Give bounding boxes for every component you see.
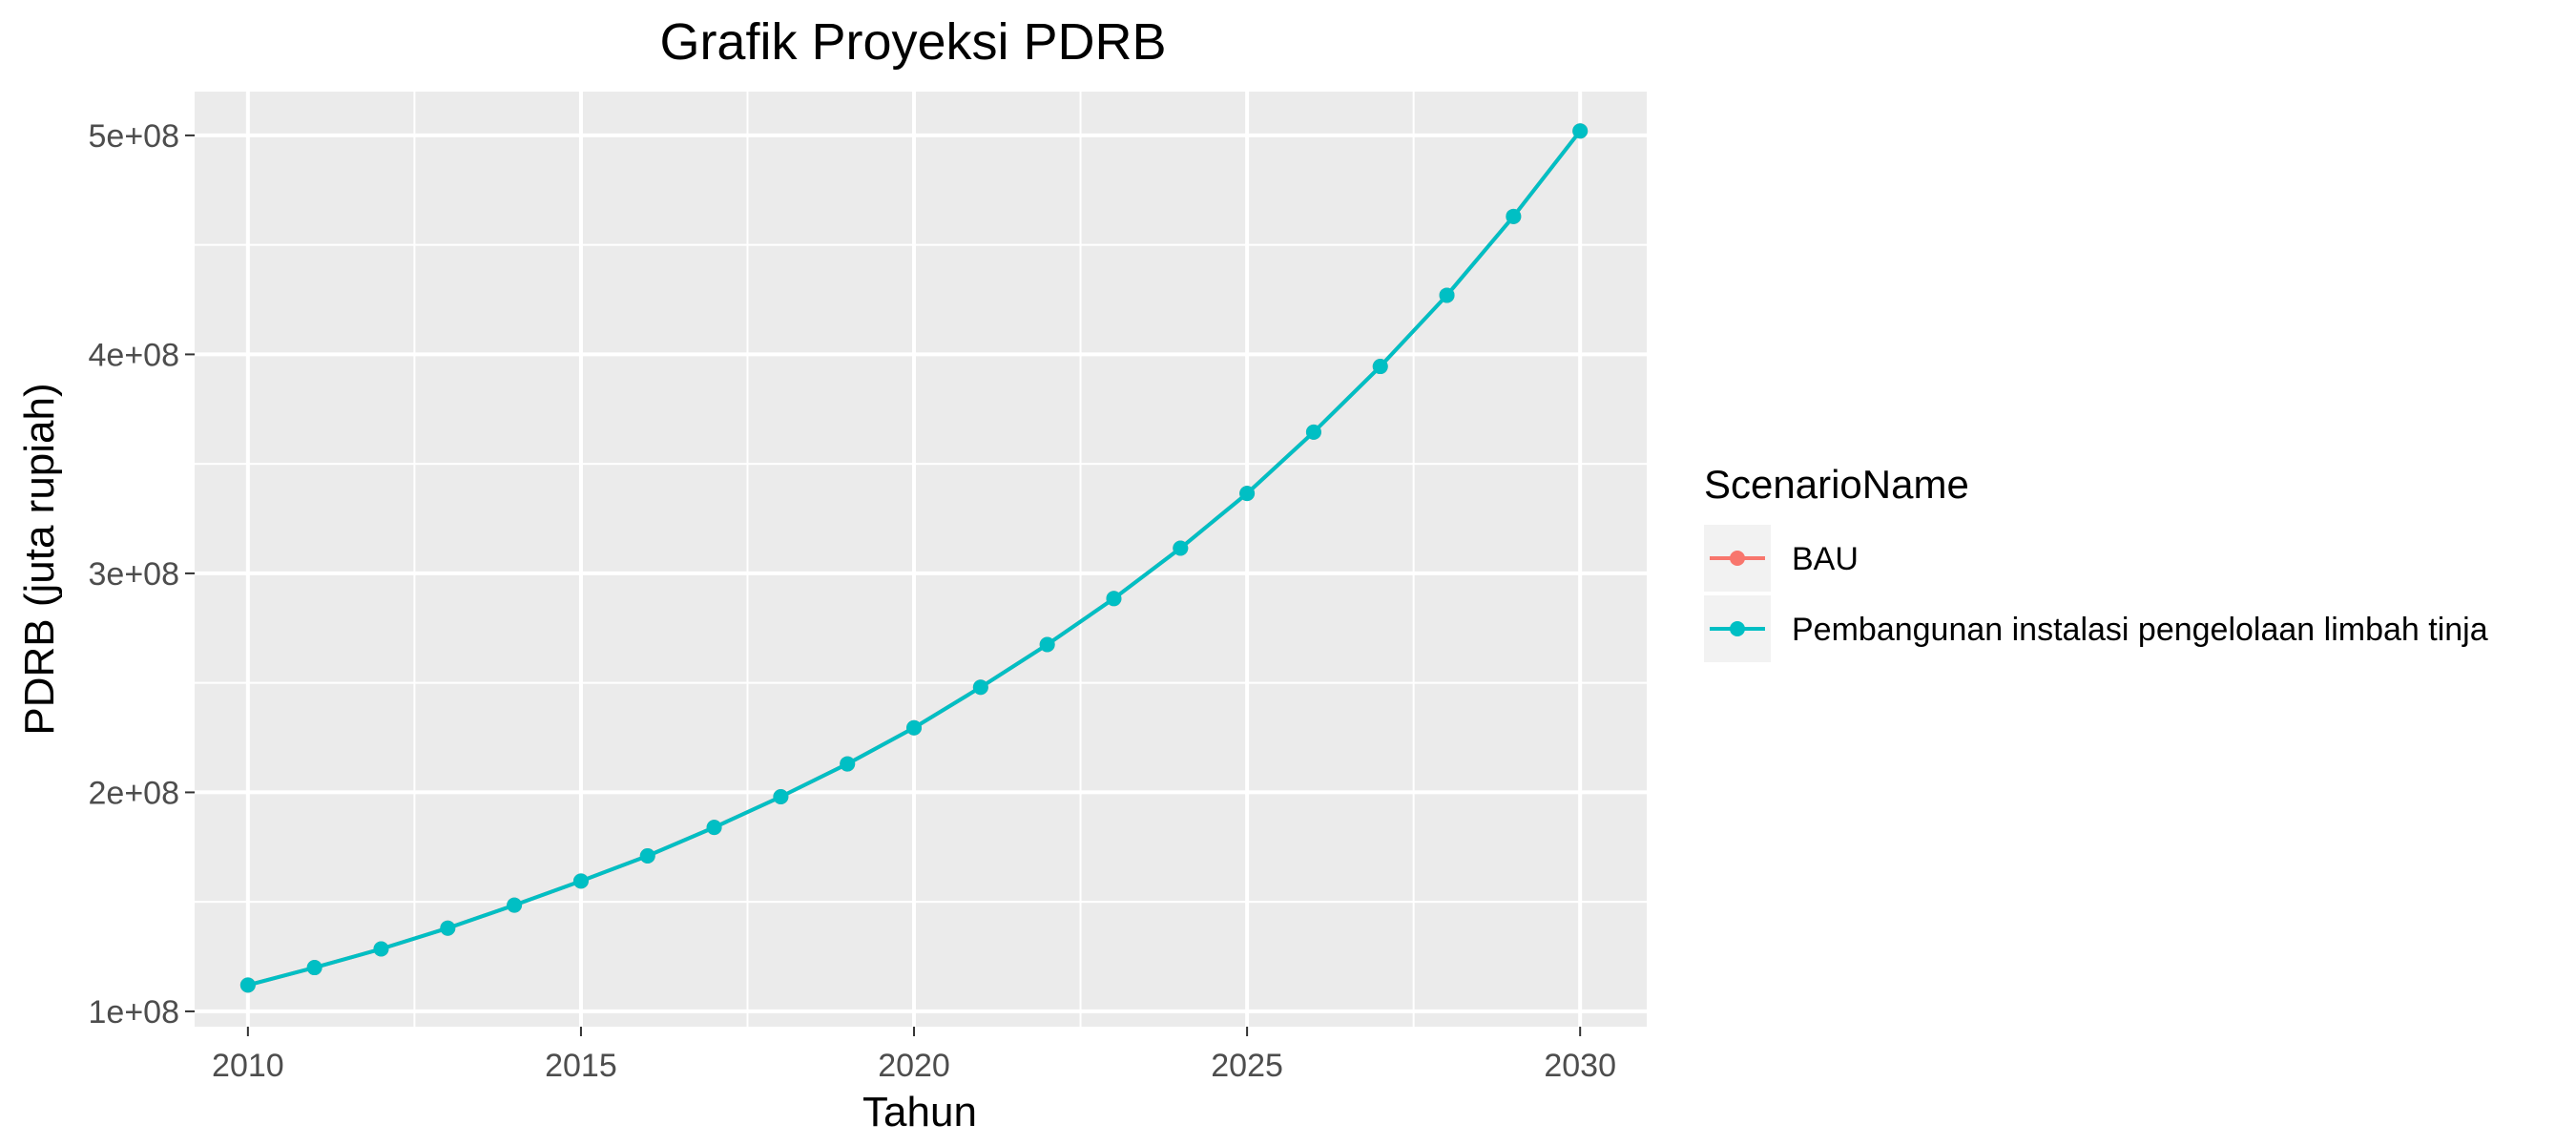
series-layer <box>239 123 1589 993</box>
plot-panel <box>195 92 1647 1027</box>
y-tick-label: 3e+08 <box>89 556 180 593</box>
x-tick-label: 2020 <box>878 1048 950 1084</box>
data-point <box>1506 208 1522 224</box>
legend-title: ScenarioName <box>1704 462 1969 507</box>
data-point <box>440 920 456 936</box>
x-tick-label: 2025 <box>1211 1048 1283 1084</box>
grid-major-lines <box>195 92 1647 1027</box>
y-tick-label: 4e+08 <box>89 337 180 373</box>
legend-item: BAU <box>1704 525 1859 592</box>
legend-item: Pembangunan instalasi pengelolaan limbah… <box>1704 595 2488 662</box>
x-axis: 2010 2015 2020 2025 2030 <box>212 1027 1616 1084</box>
legend-label: BAU <box>1792 541 1859 577</box>
data-point <box>906 719 923 736</box>
legend-label: Pembangunan instalasi pengelolaan limbah… <box>1792 612 2488 648</box>
y-tick-label: 2e+08 <box>89 775 180 811</box>
x-tick-label: 2010 <box>212 1048 284 1084</box>
data-point <box>1106 591 1122 607</box>
y-axis-title: PDRB (juta rupiah) <box>16 383 63 735</box>
x-axis-title: Tahun <box>862 1089 977 1135</box>
data-point <box>1439 287 1455 303</box>
data-point <box>773 789 789 805</box>
legend-key-point <box>1730 551 1745 566</box>
data-point <box>1572 123 1589 139</box>
y-tick-label: 5e+08 <box>89 118 180 155</box>
data-point <box>1372 359 1388 375</box>
data-point <box>840 756 856 772</box>
data-point <box>1173 540 1189 556</box>
series-2 <box>239 123 1589 993</box>
x-tick-label: 2015 <box>545 1048 617 1084</box>
legend: ScenarioName BAU Pembangunan instalasi pe… <box>1704 462 2488 662</box>
data-point <box>706 820 722 836</box>
x-tick-label: 2030 <box>1544 1048 1616 1084</box>
data-point <box>1039 636 1055 653</box>
data-point <box>306 960 322 976</box>
data-point <box>972 679 988 696</box>
grid-minor-lines <box>195 92 1647 1027</box>
y-axis: 1e+08 2e+08 3e+08 4e+08 5e+08 <box>89 118 195 1030</box>
legend-key-point <box>1730 621 1745 636</box>
data-point <box>507 897 523 913</box>
data-point <box>373 941 389 957</box>
data-point <box>1239 486 1256 502</box>
data-point <box>239 977 256 993</box>
data-point <box>1305 424 1321 440</box>
chart-title: Grafik Proyeksi PDRB <box>659 13 1166 71</box>
y-tick-label: 1e+08 <box>89 994 180 1030</box>
data-point <box>572 873 589 889</box>
data-point <box>639 847 655 864</box>
